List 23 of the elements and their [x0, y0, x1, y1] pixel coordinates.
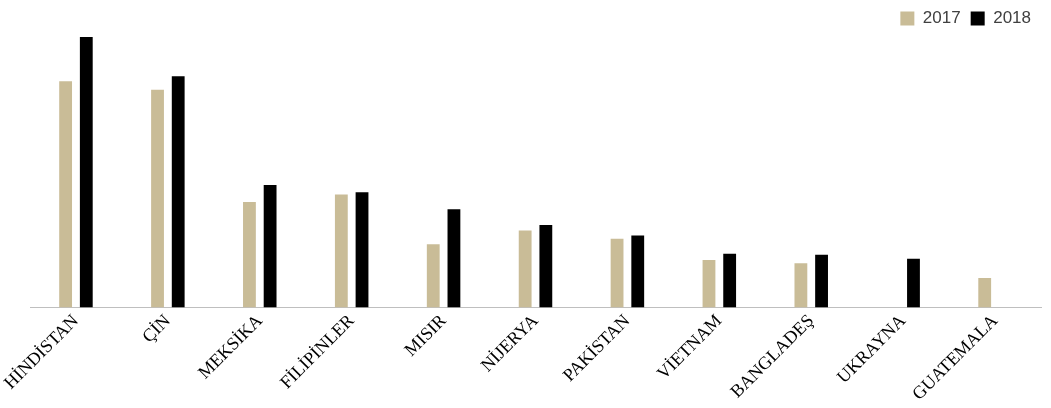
- bar: [243, 202, 256, 308]
- bar: [518, 230, 532, 308]
- legend-label: 2017: [922, 8, 961, 28]
- bar: [794, 263, 808, 308]
- bar: [631, 235, 645, 308]
- bar: [447, 209, 461, 308]
- bar: [907, 258, 920, 308]
- bar: [539, 225, 553, 308]
- bar: [263, 184, 277, 308]
- bar: [978, 278, 992, 308]
- bar: [59, 81, 73, 308]
- x-tick-label: ÇİN: [137, 310, 175, 347]
- legend-label: 2018: [993, 8, 1032, 28]
- bar: [79, 37, 93, 308]
- bar: [355, 192, 369, 308]
- bar: [151, 89, 164, 308]
- bar: [723, 253, 737, 308]
- bar: [426, 244, 440, 308]
- bar: [815, 254, 828, 308]
- bar: [610, 238, 624, 308]
- bar: [334, 194, 348, 308]
- bar: [702, 259, 716, 308]
- bar: [171, 76, 185, 308]
